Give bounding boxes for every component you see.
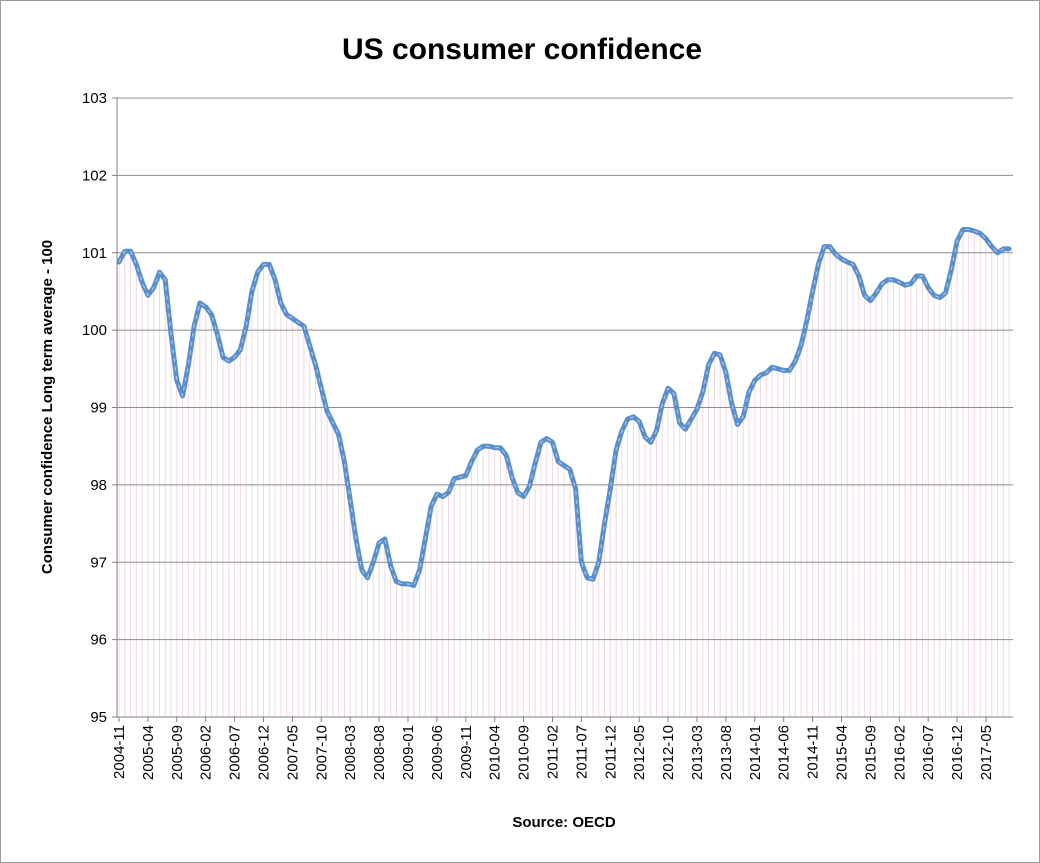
x-tick-label: 2009-06 bbox=[429, 725, 446, 780]
x-tick-label: 2011-02 bbox=[545, 725, 562, 779]
x-tick-label: 2013-03 bbox=[689, 725, 706, 780]
x-tick-label: 2005-04 bbox=[140, 725, 157, 780]
x-axis-title: Source: OECD bbox=[512, 814, 616, 831]
series-line bbox=[116, 227, 1012, 588]
y-tick-label: 96 bbox=[90, 632, 107, 649]
y-axis-tick-labels: 95 96 97 98 99 100 101 102 103 bbox=[82, 90, 117, 726]
x-tick-label: 2008-03 bbox=[342, 725, 359, 780]
horizontal-gridlines bbox=[117, 97, 1013, 641]
y-tick-label: 97 bbox=[90, 554, 107, 571]
x-tick-label: 2014-06 bbox=[776, 725, 793, 780]
x-tick-label: 2015-09 bbox=[862, 725, 879, 780]
x-tick-label: 2004-11 bbox=[111, 725, 128, 779]
x-tick-label: 2006-12 bbox=[256, 725, 273, 780]
x-tick-label: 2014-01 bbox=[747, 725, 764, 780]
x-tick-label: 2007-10 bbox=[313, 725, 330, 780]
x-tick-label: 2012-05 bbox=[631, 725, 648, 780]
x-tick-label: 2010-04 bbox=[487, 725, 504, 780]
y-tick-label: 95 bbox=[90, 709, 107, 726]
x-tick-label: 2017-05 bbox=[978, 725, 995, 780]
x-tick-label: 2005-09 bbox=[169, 725, 186, 780]
x-tick-label: 2016-02 bbox=[891, 725, 908, 780]
x-tick-label: 2009-01 bbox=[400, 725, 417, 780]
x-tick-label: 2006-07 bbox=[227, 725, 244, 780]
y-axis-title: Consumer confidence Long term average - … bbox=[39, 240, 56, 574]
x-tick-label: 2015-04 bbox=[834, 725, 851, 780]
x-tick-label: 2012-10 bbox=[660, 725, 677, 780]
vertical-drop-lines bbox=[118, 229, 1010, 717]
x-tick-label: 2006-02 bbox=[198, 725, 215, 780]
x-tick-label: 2010-09 bbox=[516, 725, 533, 780]
x-tick-label: 2016-07 bbox=[920, 725, 937, 780]
x-tick-label: 2007-05 bbox=[284, 725, 301, 780]
x-tick-label: 2011-07 bbox=[573, 725, 590, 779]
y-tick-label: 98 bbox=[90, 477, 107, 494]
x-tick-label: 2013-08 bbox=[718, 725, 735, 780]
x-tick-label: 2009-11 bbox=[458, 725, 475, 779]
y-tick-label: 101 bbox=[82, 245, 107, 262]
y-tick-label: 99 bbox=[90, 400, 107, 417]
y-tick-label: 100 bbox=[82, 322, 107, 339]
x-tick-label: 2008-08 bbox=[371, 725, 388, 780]
y-tick-label: 103 bbox=[82, 90, 107, 107]
y-tick-label: 102 bbox=[82, 167, 107, 184]
x-tick-label: 2011-12 bbox=[602, 725, 619, 779]
x-tick-label: 2016-12 bbox=[949, 725, 966, 780]
chart-title: US consumer confidence bbox=[342, 33, 702, 66]
x-tick-label: 2014-11 bbox=[805, 725, 822, 779]
x-axis-tick-labels: 2004-11 2005-04 2005-09 2006-02 2006-07 2006-… bbox=[111, 717, 995, 780]
